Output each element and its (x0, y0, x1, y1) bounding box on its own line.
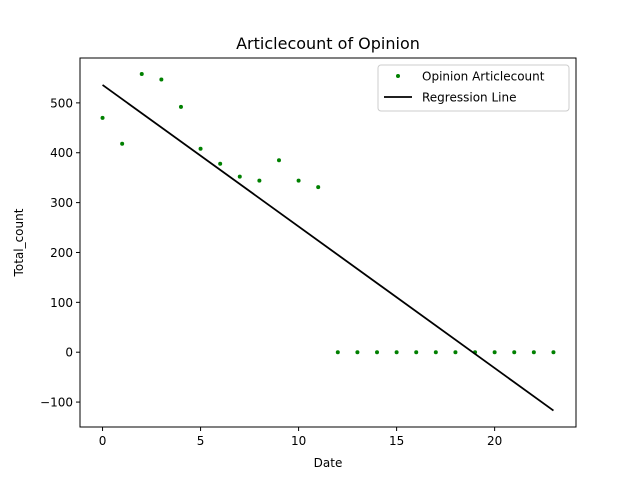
plot-area (80, 58, 576, 427)
data-point (394, 350, 399, 355)
data-point (531, 350, 536, 355)
data-point (453, 350, 458, 355)
plot-frame (79, 57, 577, 428)
x-axis-label: Date (314, 456, 343, 470)
legend-marker-points (396, 74, 400, 78)
x-tick-label: 0 (99, 434, 107, 448)
data-point (276, 158, 281, 163)
legend-box (377, 64, 570, 112)
series-layer (100, 71, 556, 412)
data-point (355, 350, 360, 355)
data-point (492, 350, 497, 355)
data-point (257, 178, 262, 183)
data-point (414, 350, 419, 355)
legend-label-points: Opinion Articlecount (422, 70, 545, 84)
y-tick-label: −100 (40, 396, 73, 410)
regression-line (102, 84, 554, 412)
data-point (551, 350, 556, 355)
data-point (198, 146, 203, 151)
y-tick-label: 300 (50, 196, 73, 210)
y-tick-label: 0 (65, 346, 73, 360)
data-point (139, 71, 144, 76)
data-point (316, 185, 321, 190)
data-point (296, 178, 301, 183)
data-point (375, 350, 380, 355)
x-tick-label: 5 (197, 434, 205, 448)
y-tick-label: 500 (50, 96, 73, 110)
data-point (159, 77, 164, 82)
x-axis-ticks: 0 5 10 15 20 (99, 427, 502, 448)
x-tick-label: 20 (487, 434, 502, 448)
y-axis-ticks: −100 0 100 200 300 400 500 (40, 96, 80, 410)
y-tick-label: 400 (50, 146, 73, 160)
legend: Opinion Articlecount Regression Line (377, 64, 570, 112)
y-axis-label: Total_count (12, 208, 26, 277)
chart-title: Articlecount of Opinion (236, 34, 420, 53)
legend-label-line: Regression Line (422, 91, 516, 105)
y-tick-label: 200 (50, 246, 73, 260)
x-tick-label: 10 (291, 434, 306, 448)
data-point (120, 141, 125, 146)
data-point (218, 161, 223, 166)
data-point (237, 174, 242, 179)
data-point (335, 350, 340, 355)
data-point (433, 350, 438, 355)
data-point (100, 115, 105, 120)
x-tick-label: 15 (389, 434, 404, 448)
data-point (512, 350, 517, 355)
data-point (178, 104, 183, 109)
y-tick-label: 100 (50, 296, 73, 310)
